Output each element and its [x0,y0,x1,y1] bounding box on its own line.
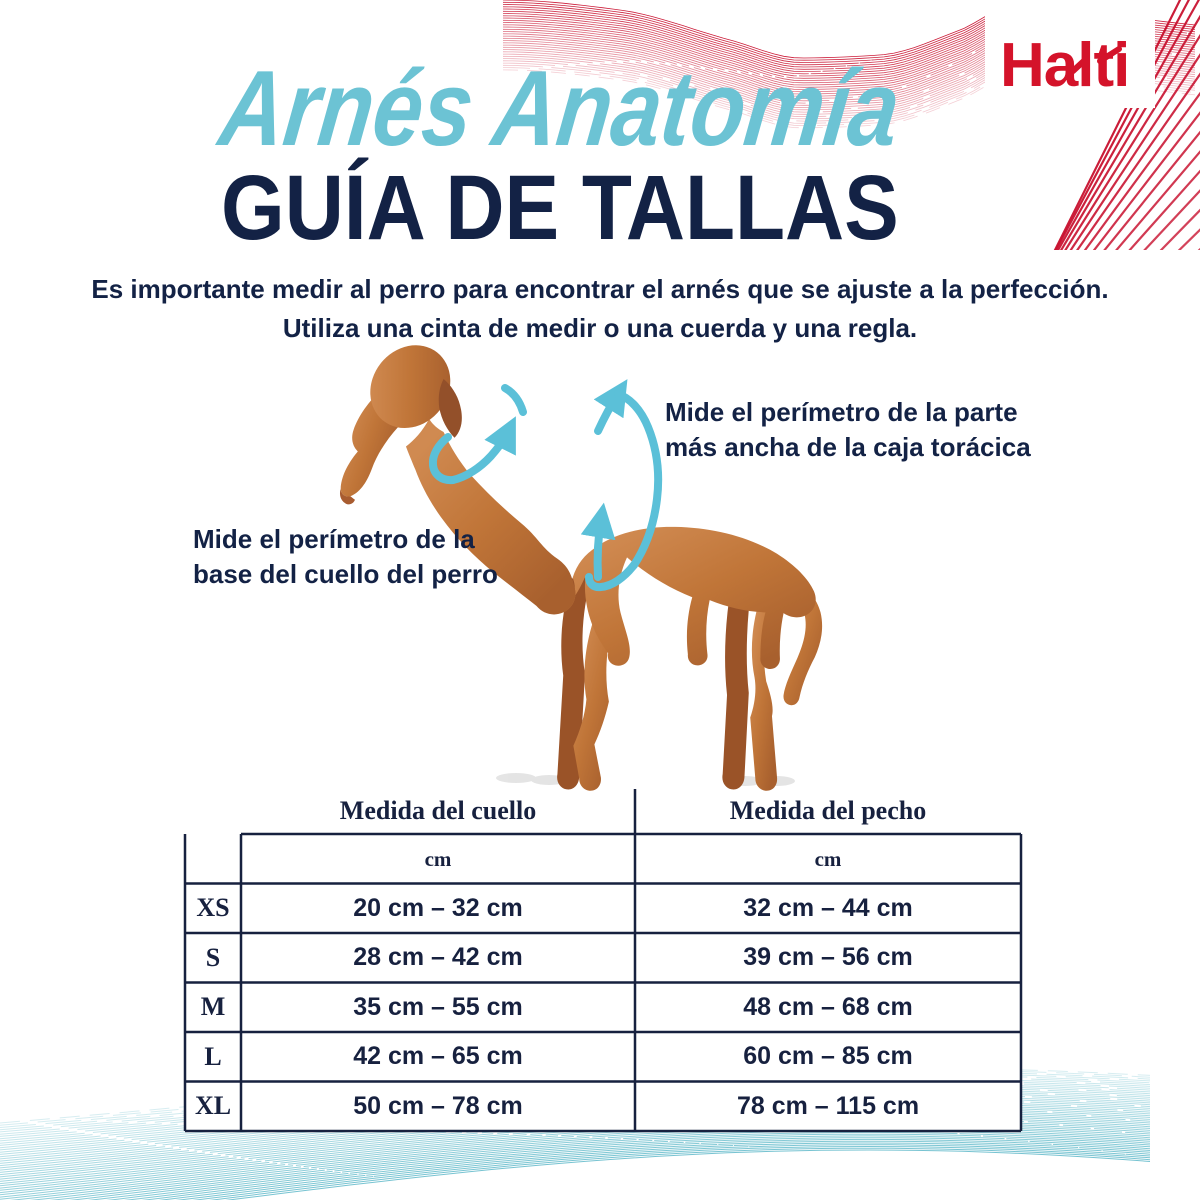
svg-text:Halti: Halti [1000,31,1129,100]
